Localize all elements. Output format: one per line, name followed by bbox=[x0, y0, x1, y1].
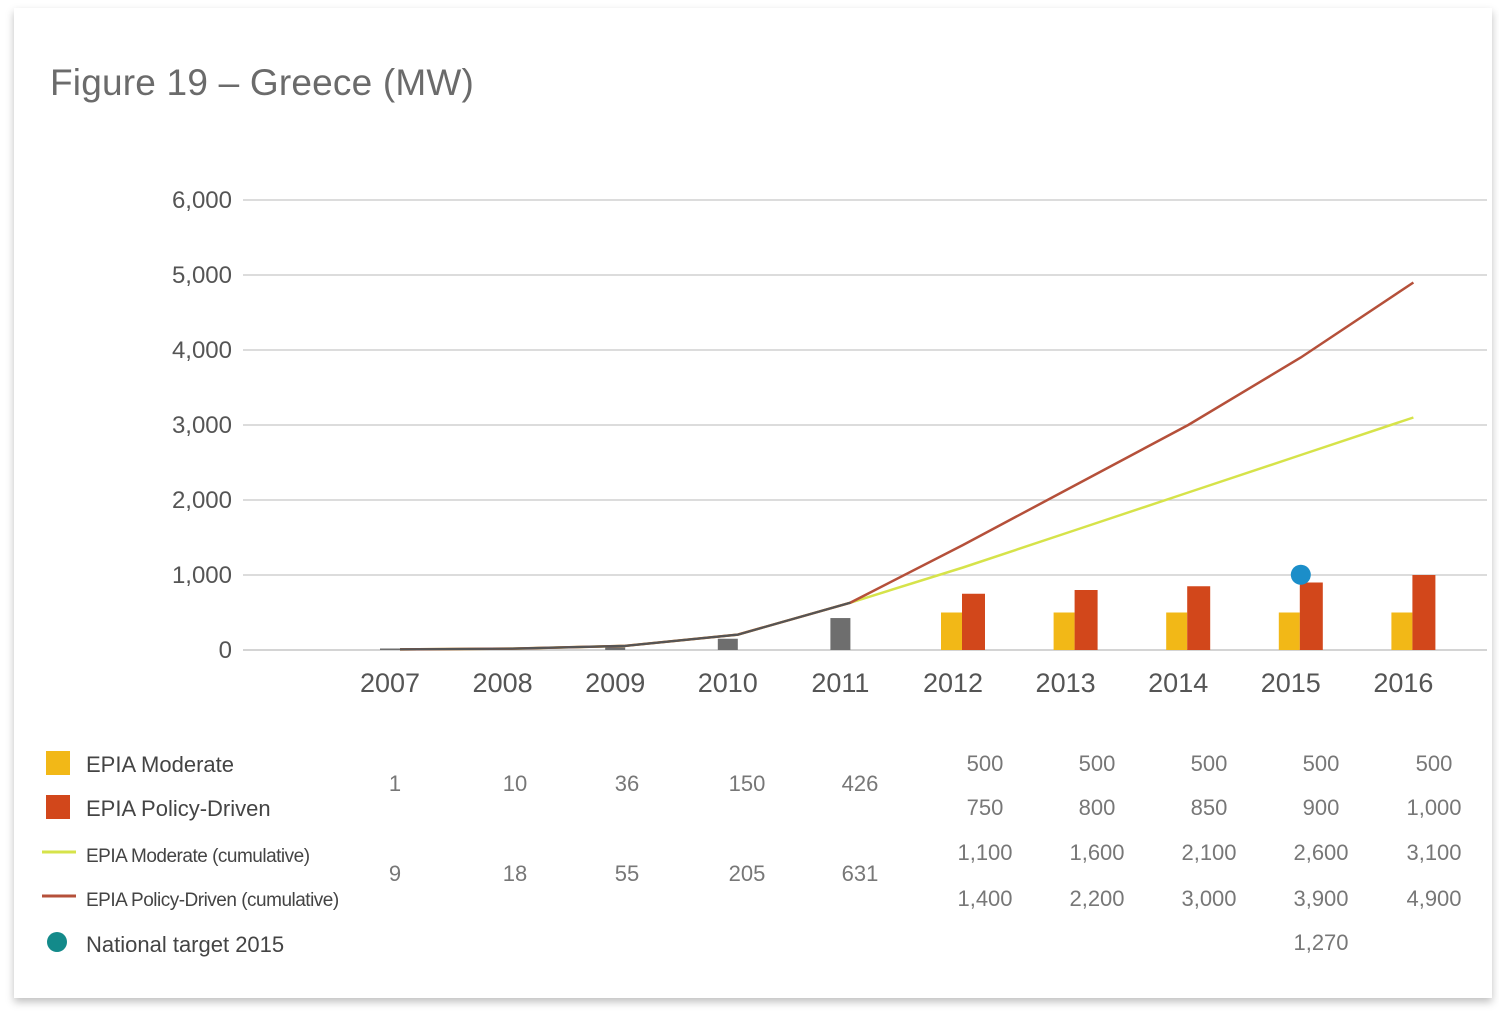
table-value: 205 bbox=[729, 861, 766, 886]
table-value: 1,600 bbox=[1069, 840, 1124, 865]
table-value: 18 bbox=[503, 861, 527, 886]
table-value: 850 bbox=[1191, 795, 1228, 820]
table-value: 9 bbox=[389, 861, 401, 886]
table-value: 800 bbox=[1079, 795, 1116, 820]
y-tick-label: 2,000 bbox=[172, 487, 232, 514]
line-epia-policy-driven-cumulative bbox=[399, 281, 1415, 651]
y-tick-label: 1,000 bbox=[172, 562, 232, 589]
table-value: 150 bbox=[729, 771, 766, 796]
legend-label: National target 2015 bbox=[86, 932, 284, 957]
y-tick-label: 6,000 bbox=[172, 187, 232, 214]
table-value: 1,400 bbox=[957, 886, 1012, 911]
y-tick-label: 4,000 bbox=[172, 337, 232, 364]
table-value-target: 1,270 bbox=[1293, 930, 1348, 955]
table-value: 1,000 bbox=[1406, 795, 1461, 820]
table-value: 631 bbox=[842, 861, 879, 886]
chart-title: Figure 19 – Greece (MW) bbox=[50, 62, 475, 103]
table-value: 2,100 bbox=[1181, 840, 1236, 865]
bar-epia-policy-driven bbox=[962, 593, 985, 650]
y-tick-label: 3,000 bbox=[172, 412, 232, 439]
table-value: 500 bbox=[1191, 751, 1228, 776]
table-value: 3,000 bbox=[1181, 886, 1236, 911]
line-epia-moderate-cumulative bbox=[399, 416, 1414, 651]
table-value: 500 bbox=[1416, 751, 1453, 776]
bar-historic bbox=[717, 638, 738, 650]
bar-epia-moderate bbox=[1166, 612, 1188, 650]
legend-swatch bbox=[46, 795, 70, 819]
table-value: 1 bbox=[389, 771, 401, 796]
x-tick-label: 2008 bbox=[473, 668, 533, 698]
bar-historic bbox=[830, 618, 851, 650]
x-tick-label: 2016 bbox=[1373, 668, 1433, 698]
table-value: 500 bbox=[967, 751, 1004, 776]
table-value: 500 bbox=[1079, 751, 1116, 776]
x-tick-label: 2007 bbox=[360, 668, 420, 698]
table-value: 3,100 bbox=[1406, 840, 1461, 865]
table-value: 3,900 bbox=[1293, 886, 1348, 911]
legend-swatch bbox=[47, 932, 67, 952]
table-value: 4,900 bbox=[1406, 886, 1461, 911]
x-tick-label: 2009 bbox=[585, 668, 645, 698]
x-tick-label: 2011 bbox=[811, 668, 869, 698]
table-value: 55 bbox=[615, 861, 639, 886]
bar-epia-policy-driven bbox=[1299, 582, 1323, 650]
x-tick-label: 2015 bbox=[1261, 668, 1321, 698]
y-tick-label: 0 bbox=[219, 637, 232, 664]
table-value: 2,600 bbox=[1293, 840, 1348, 865]
legend-label: EPIA Policy-Driven bbox=[86, 796, 271, 821]
legend-label: EPIA Policy-Driven (cumulative) bbox=[86, 890, 339, 911]
point-national-target-2015 bbox=[1290, 564, 1311, 585]
table-value: 750 bbox=[967, 795, 1004, 820]
bar-epia-moderate bbox=[1278, 612, 1300, 650]
bar-historic bbox=[380, 648, 400, 650]
bar-epia-policy-driven bbox=[1187, 586, 1211, 650]
bar-epia-policy-driven bbox=[1412, 575, 1436, 650]
table-value: 426 bbox=[842, 771, 879, 796]
table-value: 36 bbox=[615, 771, 639, 796]
table-value: 500 bbox=[1303, 751, 1340, 776]
legend-label: EPIA Moderate (cumulative) bbox=[86, 846, 310, 867]
bar-historic bbox=[605, 647, 626, 650]
legend-label: EPIA Moderate bbox=[86, 752, 234, 777]
bar-epia-moderate bbox=[941, 612, 962, 650]
line-historic-cumulative bbox=[399, 601, 851, 651]
bar-epia-moderate bbox=[1391, 612, 1413, 650]
table-value: 2,200 bbox=[1069, 886, 1124, 911]
table-value: 900 bbox=[1303, 795, 1340, 820]
table-value: 1,100 bbox=[957, 840, 1012, 865]
legend-swatch bbox=[46, 751, 70, 775]
figure-card bbox=[14, 8, 1492, 998]
table-value: 10 bbox=[503, 771, 527, 796]
bar-epia-moderate bbox=[1053, 612, 1075, 650]
y-tick-label: 5,000 bbox=[172, 262, 232, 289]
x-tick-label: 2012 bbox=[923, 668, 983, 698]
x-tick-label: 2014 bbox=[1148, 668, 1208, 698]
x-tick-label: 2013 bbox=[1036, 668, 1096, 698]
x-tick-label: 2010 bbox=[698, 668, 758, 698]
bar-epia-policy-driven bbox=[1074, 590, 1098, 650]
